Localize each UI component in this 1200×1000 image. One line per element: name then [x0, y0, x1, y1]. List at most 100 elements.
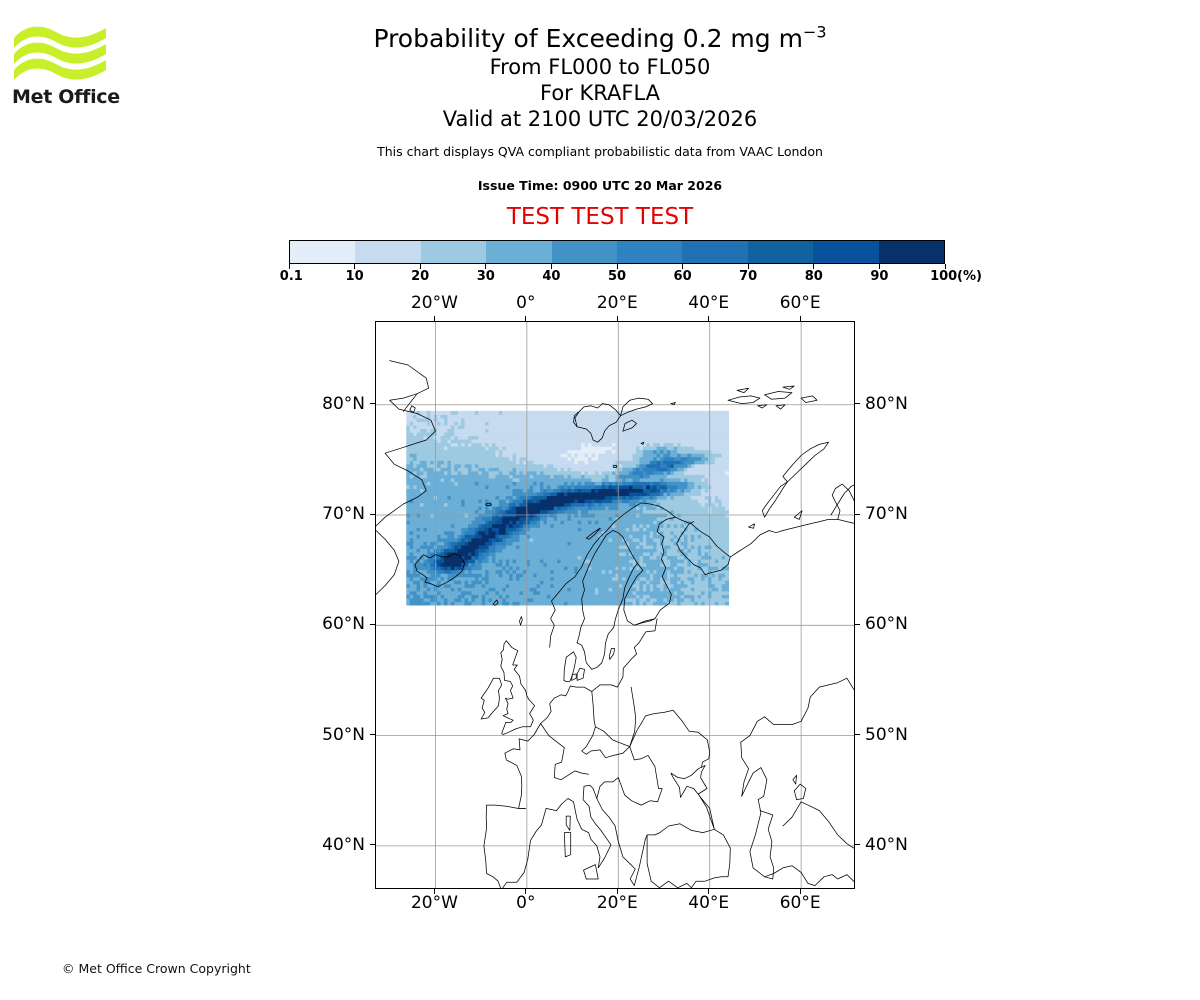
plume-cell	[546, 509, 551, 514]
plume-cell	[625, 456, 630, 461]
plume-cell	[673, 520, 678, 525]
plume-cell	[557, 425, 562, 429]
plume-cell	[721, 435, 726, 440]
plume-cell	[529, 559, 534, 564]
plume-cell	[697, 432, 702, 437]
plume-cell	[632, 516, 637, 521]
plume-cell	[512, 559, 517, 564]
plume-cell	[516, 569, 520, 574]
plume-cell	[690, 449, 695, 454]
plume-cell	[464, 439, 469, 444]
plume-cell	[704, 530, 709, 535]
plume-cell	[629, 580, 634, 585]
colorbar-tick-label-0: 0.1	[279, 269, 303, 284]
plume-cell	[618, 442, 623, 447]
plume-cell	[577, 545, 582, 549]
plume-cell	[697, 566, 702, 571]
plume-cell	[684, 509, 688, 514]
plume-cell	[416, 453, 421, 458]
plume-cell	[656, 576, 661, 581]
plume-cell	[673, 495, 678, 500]
plume-cell	[608, 449, 613, 454]
plume-cell	[533, 449, 538, 454]
plume-cell	[612, 428, 616, 433]
plume-cell	[639, 576, 644, 581]
colorbar-band-8	[813, 241, 879, 263]
plume-cell	[618, 481, 623, 486]
plume-cell	[550, 421, 555, 426]
plume-cell	[567, 474, 572, 479]
plume-cell	[512, 481, 517, 486]
plume-cell	[423, 573, 428, 578]
plume-cell	[577, 432, 582, 437]
plume-cell	[447, 460, 452, 465]
plume-cell	[656, 552, 661, 557]
plume-cell	[430, 453, 435, 458]
plume-cell	[492, 580, 496, 585]
plume-cell	[498, 435, 503, 440]
plume-cell	[468, 499, 472, 504]
plume-cell	[663, 453, 668, 458]
plume-cell	[694, 492, 699, 497]
plume-cell	[413, 537, 418, 542]
plume-cell	[546, 555, 551, 560]
plume-cell	[653, 492, 658, 497]
plume-cell	[714, 534, 719, 539]
plume-cell	[540, 530, 544, 535]
plume-cell	[529, 552, 534, 557]
plume-cell	[495, 456, 500, 461]
plume-cell	[646, 499, 651, 504]
plume-cell	[457, 587, 462, 592]
plume-cell	[656, 534, 661, 539]
plume-cell	[536, 492, 541, 497]
plume-cell	[697, 439, 702, 444]
plume-cell	[550, 520, 555, 525]
plume-cell	[612, 527, 616, 532]
colorbar-tick-0	[288, 264, 290, 269]
plume-cell	[670, 439, 675, 444]
plume-cell	[584, 520, 589, 525]
plume-cell	[481, 432, 486, 437]
plume-cell	[588, 477, 592, 482]
plume-cell	[687, 590, 692, 595]
plume-cell	[636, 456, 640, 461]
plume-cell	[416, 566, 421, 571]
plume-cell	[697, 523, 702, 528]
plume-cell	[426, 467, 431, 472]
plume-cell	[690, 601, 695, 606]
plume-cell	[711, 530, 716, 535]
plume-cell	[516, 601, 520, 606]
plume-cell	[522, 446, 527, 451]
plume-cell	[416, 541, 421, 546]
plume-cell	[721, 425, 726, 429]
plume-cell	[540, 417, 544, 422]
plume-cell	[701, 435, 706, 440]
plume-cell	[636, 583, 640, 588]
plume-cell	[574, 499, 579, 504]
plume-cell	[440, 432, 445, 437]
plume-cell	[454, 530, 459, 535]
plume-cell	[540, 446, 544, 451]
plume-cell	[618, 590, 623, 595]
plume-cell	[663, 590, 668, 595]
plume-cell	[656, 559, 661, 564]
plume-cell	[481, 520, 486, 525]
plume-cell	[718, 537, 723, 542]
plume-cell	[529, 555, 534, 560]
plume-cell	[605, 580, 610, 585]
plume-cell	[581, 555, 586, 560]
plume-cell	[416, 432, 421, 437]
plume-cell	[420, 527, 424, 532]
plume-cell	[677, 467, 682, 472]
plume-cell	[478, 488, 483, 493]
plume-cell	[481, 569, 486, 574]
plume-cell	[684, 435, 688, 440]
plume-cell	[567, 587, 572, 592]
plume-cell	[413, 470, 418, 475]
plume-cell	[529, 516, 534, 521]
plume-cell	[543, 502, 548, 507]
plume-cell	[629, 446, 634, 451]
plume-cell	[430, 516, 435, 521]
plume-cell	[570, 530, 575, 535]
plume-cell	[464, 417, 469, 422]
